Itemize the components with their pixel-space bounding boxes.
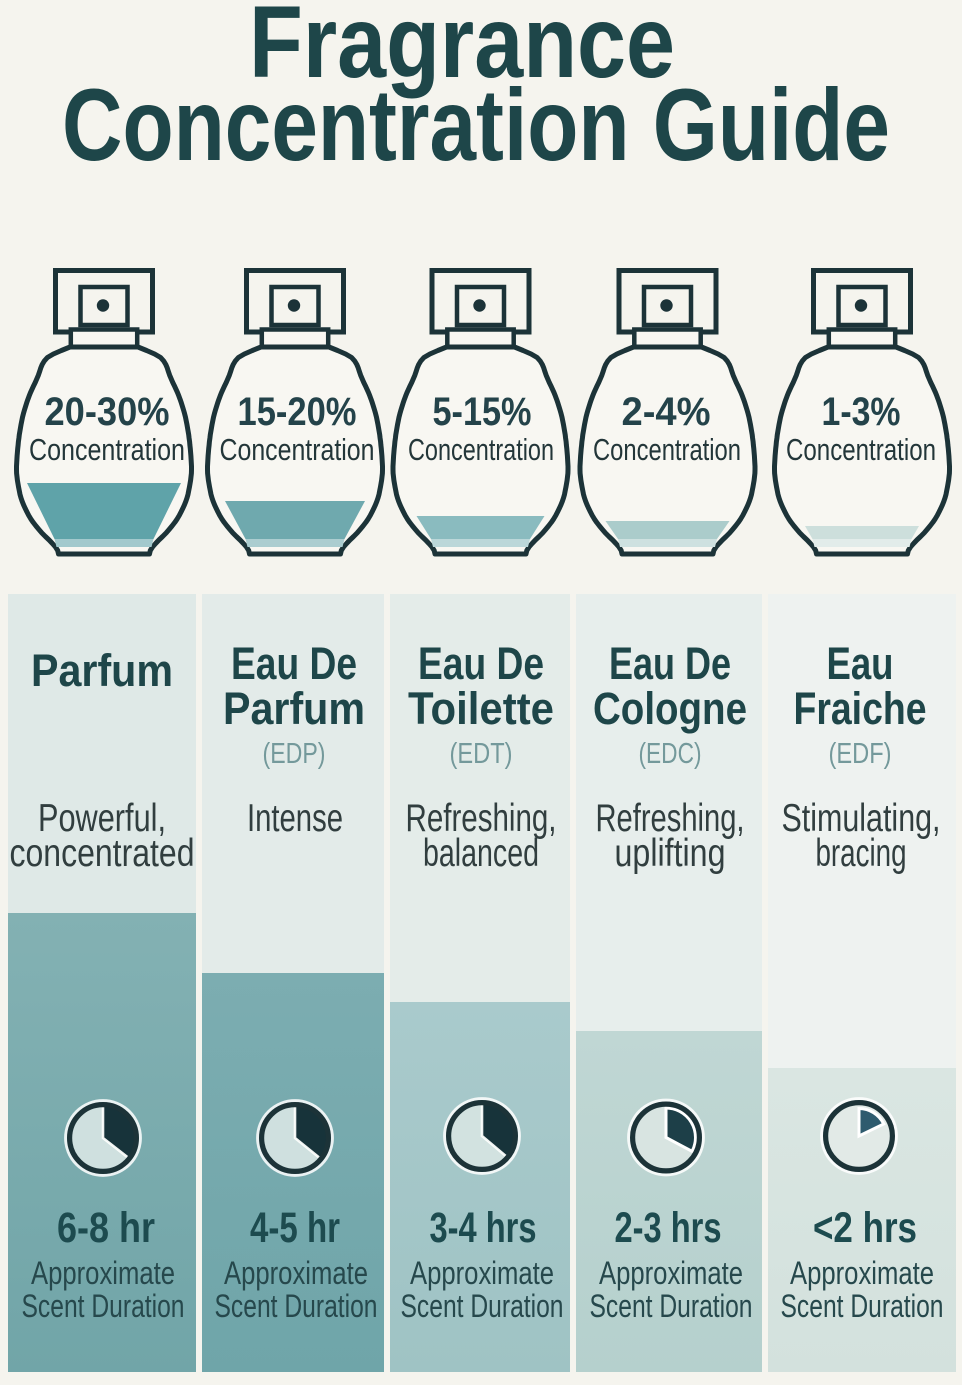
svg-text:Concentration Guide: Concentration Guide xyxy=(62,68,890,182)
svg-text:20-30%: 20-30% xyxy=(45,390,170,434)
svg-text:Scent Duration: Scent Duration xyxy=(22,1288,185,1324)
svg-text:Eau De: Eau De xyxy=(231,638,357,689)
svg-text:Approximate: Approximate xyxy=(599,1255,743,1291)
svg-text:Parfum: Parfum xyxy=(223,683,365,734)
svg-text:3-4 hrs: 3-4 hrs xyxy=(430,1204,537,1252)
svg-text:15-20%: 15-20% xyxy=(238,390,357,434)
svg-text:Scent Duration: Scent Duration xyxy=(401,1288,564,1324)
svg-text:4-5 hr: 4-5 hr xyxy=(250,1204,340,1252)
svg-text:Scent Duration: Scent Duration xyxy=(781,1288,944,1324)
svg-text:Scent Duration: Scent Duration xyxy=(590,1288,753,1324)
svg-text:6-8 hr: 6-8 hr xyxy=(57,1204,155,1252)
svg-text:Fraiche: Fraiche xyxy=(794,683,927,734)
svg-text:Powerful,: Powerful, xyxy=(38,797,166,840)
svg-text:(EDC): (EDC) xyxy=(639,738,702,770)
svg-text:1-3%: 1-3% xyxy=(822,390,901,434)
svg-text:concentrated: concentrated xyxy=(10,832,195,875)
svg-text:(EDF): (EDF) xyxy=(829,738,892,770)
svg-text:Refreshing,: Refreshing, xyxy=(596,797,745,840)
svg-text:2-3 hrs: 2-3 hrs xyxy=(615,1204,722,1252)
svg-text:bracing: bracing xyxy=(816,832,907,875)
svg-text:Concentration: Concentration xyxy=(786,432,936,467)
svg-text:(EDP): (EDP) xyxy=(263,738,326,770)
svg-text:Eau: Eau xyxy=(827,638,894,689)
svg-text:Approximate: Approximate xyxy=(410,1255,554,1291)
svg-text:Intense: Intense xyxy=(247,797,343,840)
svg-text:uplifting: uplifting xyxy=(615,832,726,875)
svg-text:2-4%: 2-4% xyxy=(622,390,711,434)
svg-text:Eau De: Eau De xyxy=(418,638,544,689)
svg-text:Concentration: Concentration xyxy=(29,432,185,467)
svg-text:(EDT): (EDT) xyxy=(450,738,513,770)
svg-text:Approximate: Approximate xyxy=(224,1255,368,1291)
svg-text:Cologne: Cologne xyxy=(593,683,747,734)
svg-text:Concentration: Concentration xyxy=(220,432,375,467)
svg-text:Approximate: Approximate xyxy=(790,1255,934,1291)
svg-text:Concentration: Concentration xyxy=(593,432,741,467)
svg-text:Approximate: Approximate xyxy=(31,1255,175,1291)
svg-text:5-15%: 5-15% xyxy=(433,390,532,434)
svg-text:<2 hrs: <2 hrs xyxy=(813,1204,917,1252)
svg-text:Stimulating,: Stimulating, xyxy=(782,797,941,840)
svg-text:Eau De: Eau De xyxy=(609,638,731,689)
svg-text:Scent Duration: Scent Duration xyxy=(215,1288,378,1324)
svg-text:Refreshing,: Refreshing, xyxy=(406,797,557,840)
svg-text:Concentration: Concentration xyxy=(408,432,554,467)
svg-text:balanced: balanced xyxy=(423,832,539,875)
svg-text:Toilette: Toilette xyxy=(408,683,554,734)
svg-text:Fragrance: Fragrance xyxy=(249,0,675,99)
svg-text:Parfum: Parfum xyxy=(31,645,173,696)
